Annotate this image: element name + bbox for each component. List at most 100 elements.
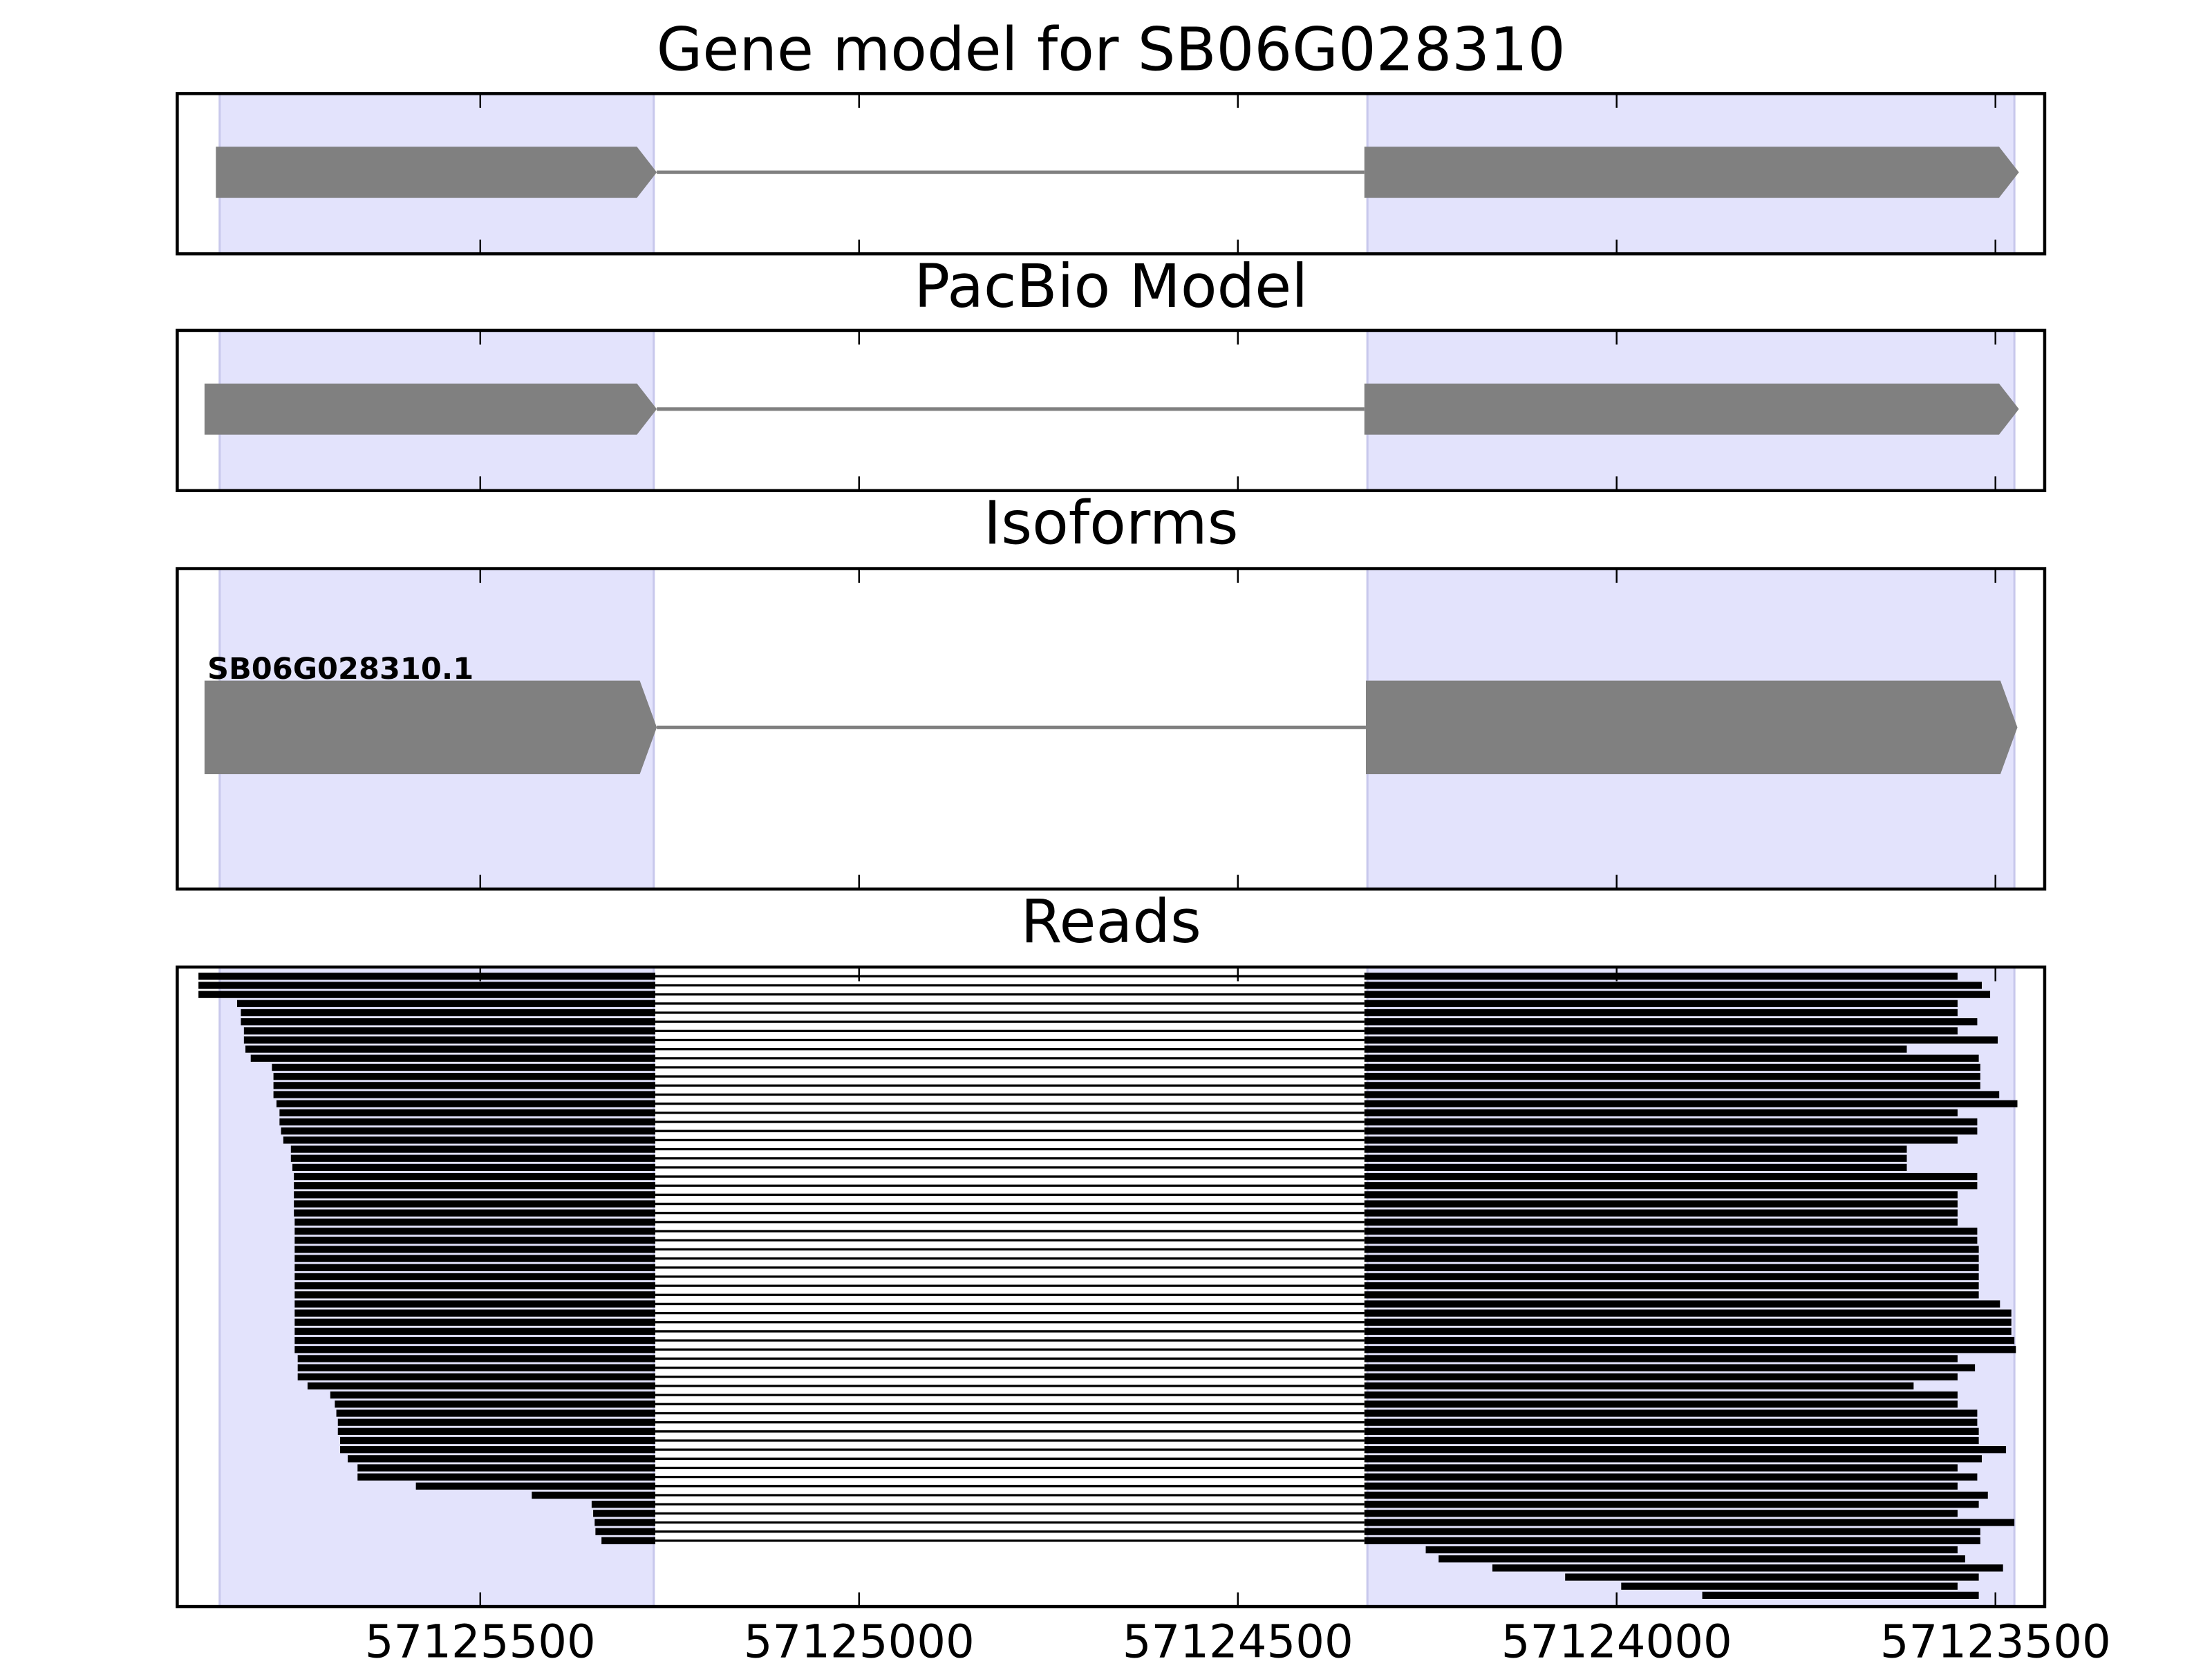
panel-frame xyxy=(176,965,2047,1609)
read-block xyxy=(273,1073,655,1080)
read-block xyxy=(294,1346,655,1353)
read-block xyxy=(294,1200,655,1208)
read-block xyxy=(294,1300,655,1308)
read-block xyxy=(1364,1400,1958,1408)
read-block xyxy=(1621,1582,1958,1590)
read-block xyxy=(1364,1491,1988,1499)
read-block xyxy=(1364,1355,1958,1362)
read-block xyxy=(292,1163,655,1172)
read-block xyxy=(336,1409,655,1417)
read-block xyxy=(1438,1555,1965,1563)
read-block xyxy=(290,1145,655,1153)
read-block xyxy=(1364,1018,1978,1026)
read-block xyxy=(198,982,655,989)
read-block xyxy=(1364,1000,1958,1007)
read-block xyxy=(1364,1282,1979,1290)
read-block xyxy=(1364,1436,1979,1445)
read-block xyxy=(198,991,655,998)
read-block xyxy=(601,1537,655,1544)
exon xyxy=(204,680,657,774)
read-block xyxy=(297,1364,655,1371)
read-block xyxy=(198,973,655,980)
read-block xyxy=(1364,1482,1958,1490)
read-block xyxy=(1364,1063,1980,1071)
read-block xyxy=(1364,1191,1958,1199)
read-block xyxy=(1364,1036,1998,1044)
read-block xyxy=(1364,1045,1907,1053)
read-block xyxy=(337,1427,655,1435)
read-block xyxy=(273,1082,655,1089)
read-block xyxy=(1364,1327,2012,1335)
exon xyxy=(1365,680,2018,774)
read-block xyxy=(1364,1391,1958,1399)
read-block xyxy=(1364,1373,1958,1380)
read-block xyxy=(1364,991,1991,998)
read-block xyxy=(243,1036,655,1044)
read-block xyxy=(1364,1145,1907,1153)
read-block xyxy=(1364,1473,1978,1481)
read-block xyxy=(245,1045,655,1053)
read-block xyxy=(1364,1127,1978,1135)
panel-frame xyxy=(176,328,2047,492)
read-block xyxy=(294,1291,655,1299)
read-block xyxy=(1364,1100,2018,1107)
read-block xyxy=(294,1264,655,1271)
read-block xyxy=(1364,1318,2012,1326)
read-block xyxy=(294,1327,655,1335)
read-block xyxy=(273,1091,655,1098)
read-block xyxy=(1364,1291,1979,1299)
read-block xyxy=(340,1446,655,1454)
read-block xyxy=(1364,1418,1978,1426)
read-block xyxy=(1364,1264,1979,1271)
read-block xyxy=(532,1491,655,1499)
read-block xyxy=(294,1255,655,1262)
read-block xyxy=(294,1246,655,1253)
read-block xyxy=(279,1118,655,1126)
read-block xyxy=(307,1382,655,1390)
read-block xyxy=(294,1182,655,1190)
panel-frame xyxy=(176,567,2047,891)
x-tick-label: 57124000 xyxy=(1501,1616,1732,1659)
read-block xyxy=(297,1373,655,1380)
read-block xyxy=(297,1355,655,1362)
exon xyxy=(204,383,657,435)
read-block xyxy=(1364,1109,1958,1116)
read-block xyxy=(1492,1564,2003,1572)
read-block xyxy=(241,1009,655,1017)
panel-title: Reads xyxy=(1021,888,1201,957)
read-block xyxy=(294,1227,655,1235)
read-block xyxy=(294,1237,655,1244)
read-block xyxy=(294,1218,655,1226)
x-tick-label: 57123500 xyxy=(1880,1616,2111,1659)
read-block xyxy=(1364,1227,1978,1235)
read-block xyxy=(1364,1255,1979,1262)
read-block xyxy=(357,1464,655,1472)
read-block xyxy=(1364,1237,1978,1244)
read-block xyxy=(241,1018,655,1026)
read-block xyxy=(1364,1200,1958,1208)
x-tick-label: 57124500 xyxy=(1123,1616,1353,1659)
x-tick-label: 57125500 xyxy=(365,1616,596,1659)
read-block xyxy=(1364,1346,2016,1353)
read-block xyxy=(294,1282,655,1290)
read-block xyxy=(1364,1082,1980,1089)
read-block xyxy=(1364,1209,1958,1217)
read-block xyxy=(294,1209,655,1217)
read-block xyxy=(243,1027,655,1035)
read-block xyxy=(1364,1154,1907,1162)
read-block xyxy=(1364,1364,1976,1371)
exon xyxy=(1364,383,2019,435)
read-block xyxy=(1364,1427,1979,1435)
read-block xyxy=(250,1054,655,1062)
read-block xyxy=(1364,1218,1958,1226)
read-block xyxy=(348,1455,655,1463)
read-block xyxy=(276,1100,655,1107)
read-block xyxy=(1364,1519,2015,1526)
read-block xyxy=(1364,1182,1978,1190)
read-block xyxy=(1364,1027,1958,1035)
exon xyxy=(1364,147,2019,198)
read-block xyxy=(294,1318,655,1326)
panel-frame xyxy=(176,92,2047,256)
